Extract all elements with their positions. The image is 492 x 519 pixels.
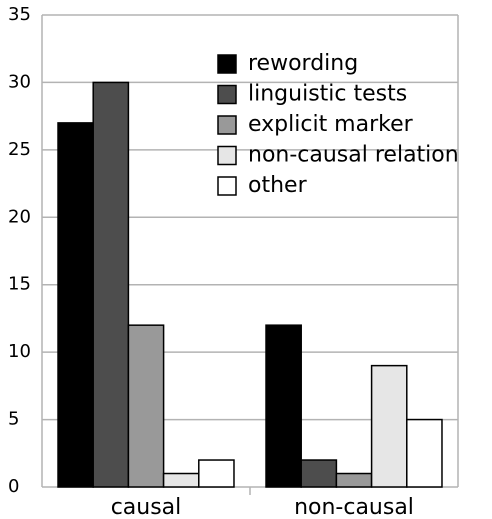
legend-swatch: [217, 54, 237, 74]
x-tick-label: causal: [111, 495, 182, 519]
x-tick-label: non-causal: [294, 495, 414, 519]
y-tick-label: 5: [8, 409, 19, 430]
legend-label: explicit marker: [248, 112, 414, 137]
bar: [335, 472, 373, 488]
y-tick-label: 10: [8, 341, 31, 362]
y-tick-label: 30: [8, 71, 31, 92]
bar: [57, 122, 94, 488]
legend-label: rewording: [248, 51, 358, 76]
y-tick-label: 15: [8, 274, 31, 295]
bar: [162, 472, 200, 488]
legend-label: other: [248, 173, 308, 198]
bar: [406, 418, 443, 488]
legend-swatch: [217, 145, 237, 166]
legend-swatch: [217, 115, 237, 135]
y-tick-label: 20: [8, 206, 31, 227]
bar: [300, 459, 338, 488]
y-tick-label: 25: [8, 139, 31, 160]
legend-swatch: [217, 176, 237, 196]
bar: [265, 324, 302, 488]
legend-swatch: [217, 84, 237, 105]
legend-label: linguistic tests: [248, 82, 407, 107]
bar: [127, 324, 165, 488]
bar: [370, 364, 408, 488]
legend-label: non-causal relation: [248, 143, 459, 168]
bar: [92, 81, 130, 488]
y-tick-label: 35: [8, 4, 31, 25]
y-tick-label: 0: [8, 476, 19, 497]
bar: [198, 459, 235, 488]
